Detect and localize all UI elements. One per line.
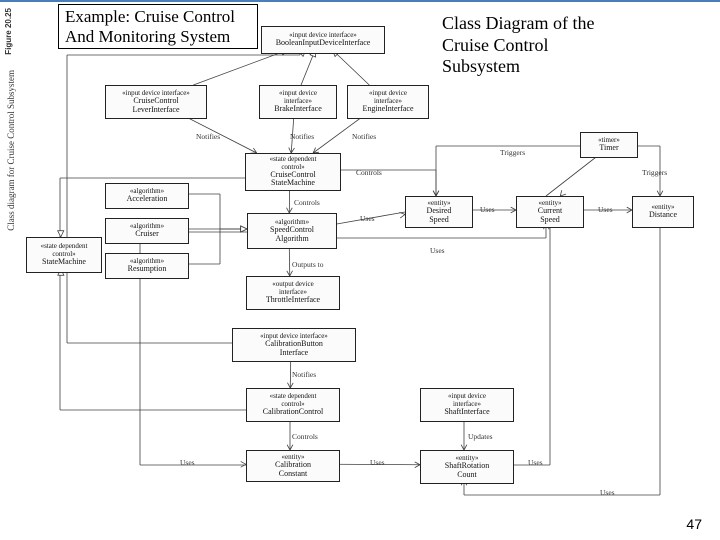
node-current: «entity»CurrentSpeed <box>516 196 584 228</box>
edge-label: Uses <box>360 214 375 223</box>
node-brake: «input deviceinterface»BrakeInterface <box>259 85 337 119</box>
node-bool: «input device interface»BooleanInputDevi… <box>261 26 385 54</box>
edge-label: Outputs to <box>292 260 323 269</box>
edge-label: Uses <box>528 458 543 467</box>
edge-label: Triggers <box>642 168 667 177</box>
edge-label: Notifies <box>290 132 314 141</box>
edge-label: Notifies <box>196 132 220 141</box>
edge-label: Uses <box>480 205 495 214</box>
edge-label: Notifies <box>292 370 316 379</box>
edge-label: Controls <box>294 198 320 207</box>
slide: { "type": "flowchart", "page_number": "4… <box>0 0 720 540</box>
node-timer: «timer»Timer <box>580 132 638 158</box>
node-speedalg: «algorithm»SpeedControlAlgorithm <box>247 213 337 249</box>
node-shaftif: «input deviceinterface»ShaftInterface <box>420 388 514 422</box>
node-accel: «algorithm»Acceleration <box>105 183 189 209</box>
edge-label: Uses <box>370 458 385 467</box>
node-resume: «algorithm»Resumption <box>105 253 189 279</box>
edge-label: Updates <box>468 432 493 441</box>
node-desired: «entity»DesiredSpeed <box>405 196 473 228</box>
node-calibconst: «entity»CalibrationConstant <box>246 450 340 482</box>
edge-label: Controls <box>292 432 318 441</box>
node-engine: «input deviceinterface»EngineInterface <box>347 85 429 119</box>
edge-label: Uses <box>180 458 195 467</box>
node-distance: «entity»Distance <box>632 196 694 228</box>
node-calibbtn: «input device interface»CalibrationButto… <box>232 328 356 362</box>
edge-label: Triggers <box>500 148 525 157</box>
page-number: 47 <box>686 516 702 532</box>
node-throttle: «output deviceinterface»ThrottleInterfac… <box>246 276 340 310</box>
node-sm: «state dependentcontrol»StateMachine <box>26 237 102 273</box>
node-lever: «input device interface»CruiseControlLev… <box>105 85 207 119</box>
edge-label: Uses <box>430 246 445 255</box>
node-cruiser: «algorithm»Cruiser <box>105 218 189 244</box>
node-shaftrot: «entity»ShaftRotationCount <box>420 450 514 484</box>
edge-label: Uses <box>598 205 613 214</box>
edge-label: Controls <box>356 168 382 177</box>
node-calibctl: «state dependentcontrol»CalibrationContr… <box>246 388 340 422</box>
edge-label: Notifies <box>352 132 376 141</box>
edge-label: Uses <box>600 488 615 497</box>
node-ccsm: «state dependentcontrol»CruiseControlSta… <box>245 153 341 191</box>
